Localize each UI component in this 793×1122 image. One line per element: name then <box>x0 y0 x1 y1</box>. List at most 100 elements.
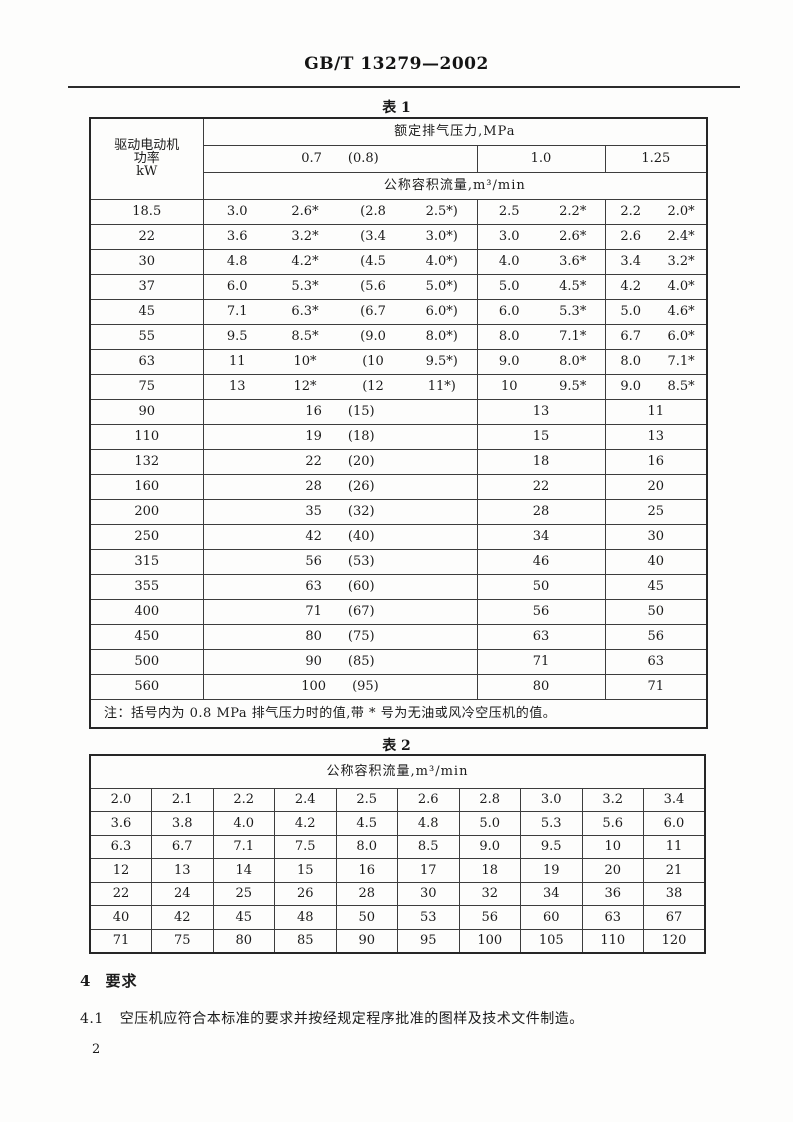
flow-value-cell: 2.6* <box>541 224 605 250</box>
flow-value-cell: 3.6 <box>202 224 271 250</box>
power-header-cell: 驱动电动机 功率 kW <box>90 118 203 200</box>
flow-value-cell: 120 <box>643 929 705 953</box>
flow-value: 28 <box>305 479 322 494</box>
flow-value-cell: 15 <box>274 858 336 883</box>
table1-header-row-1: 驱动电动机 功率 kW 额定排气压力,MPa <box>90 118 708 200</box>
table1-header-row-3: 公称容积流量,m³/min <box>90 172 708 200</box>
pressure-07-08-cell: 0.7 (0.8) <box>202 145 477 173</box>
flow-value-cell: 2.8 <box>458 788 521 812</box>
flow-value-cell: 53 <box>397 905 459 930</box>
flow-pair-cell: 16 (15) <box>202 399 477 425</box>
flow-value-cell: 56 <box>458 905 521 930</box>
flow-value-cell: 45 <box>604 574 708 600</box>
table2-row: 6.3 6.7 7.1 7.5 8.0 8.5 9.0 9.5 10 11 <box>90 835 705 859</box>
flow-value-cell: 110 <box>581 929 644 953</box>
flow-value: (18) <box>347 429 375 444</box>
power-cell: 45 <box>90 299 203 325</box>
power-cell: 30 <box>90 249 203 275</box>
flow-pair-cell: 28 (26) <box>202 474 477 500</box>
flow-value-cell: 80 <box>476 674 605 700</box>
flow-value-cell: 40 <box>604 549 708 575</box>
flow-value-cell: 32 <box>458 882 521 906</box>
flow-value-cell: 5.0 <box>476 274 541 300</box>
flow-pair-cell: 71 (67) <box>202 599 477 625</box>
flow-value-cell: 90 <box>335 929 398 953</box>
flow-value-cell: 100 <box>458 929 521 953</box>
flow-value-cell: 2.4 <box>274 788 336 812</box>
flow-value-cell: 4.5 <box>335 811 398 836</box>
flow-value-cell: 36 <box>581 882 644 906</box>
flow-value: 63 <box>305 579 322 594</box>
flow-value-cell: 3.0 <box>520 788 582 812</box>
flow-value: (53) <box>347 554 375 569</box>
flow-value-cell: 6.0 <box>202 274 271 300</box>
flow-value-cell: 13 <box>202 374 271 400</box>
flow-value-cell: 56 <box>476 599 605 625</box>
flow-value-cell: 3.2 <box>581 788 644 812</box>
pressure-125-cell: 1.25 <box>604 145 708 173</box>
flow-pair-cell: 35 (32) <box>202 499 477 525</box>
clause-text: 空压机应符合本标准的要求并按经规定程序批准的图样及技术文件制造。 <box>119 1011 584 1027</box>
flow-value: 22 <box>305 454 322 469</box>
flow-value-cell: 2.6 <box>397 788 459 812</box>
power-cell: 200 <box>90 499 203 525</box>
flow-value-cell: 13 <box>151 858 213 883</box>
flow-value-cell: 11 <box>604 399 708 425</box>
flow-value: 56 <box>305 554 322 569</box>
flow-value-cell: 2.2* <box>541 199 605 225</box>
flow-value-cell: 3.6 <box>90 811 152 836</box>
power-header-line3: kW <box>136 164 158 180</box>
flow-pair-cell: 42 (40) <box>202 524 477 550</box>
flow-value-cell: 2.2 <box>212 788 275 812</box>
flow-value-cell: (6.7 <box>339 299 407 325</box>
flow-value-cell: 12 <box>90 858 152 883</box>
flow-value-cell: 75 <box>151 929 213 953</box>
flow-value-cell: 8.0* <box>541 349 605 375</box>
flow-value-cell: 2.0* <box>656 199 708 225</box>
flow-value-cell: 25 <box>212 882 275 906</box>
table2: 公称容积流量,m³/min 2.0 2.1 2.2 2.4 2.5 2.6 2.8 3.0 3.… <box>89 754 706 954</box>
flow-pair-cell: 22 (20) <box>202 449 477 475</box>
flow-value-cell: 95 <box>397 929 459 953</box>
flow-value-cell: 14 <box>212 858 275 883</box>
power-header-line2: 功率 <box>133 151 160 167</box>
table1-header-row-2: 0.7 (0.8) 1.0 1.25 <box>90 145 708 173</box>
flow-value-cell: 13 <box>604 424 708 450</box>
table1-note-row: 注：括号内为 0.8 MPa 排气压力时的值,带 * 号为无油或风冷空压机的值。 <box>90 699 707 728</box>
flow-value: 16 <box>305 404 322 419</box>
power-cell: 315 <box>90 549 203 575</box>
flow-value-cell: 8.0 <box>335 835 398 859</box>
flow-value-cell: 3.8 <box>151 811 213 836</box>
flow-value-cell: 71 <box>90 929 152 953</box>
table1-row: 90 16 (15) 13 11 <box>90 399 708 425</box>
flow-header-cell: 公称容积流量,m³/min <box>202 172 708 200</box>
flow-value-cell: 3.6* <box>541 249 605 275</box>
flow-value-cell: 63 <box>581 905 644 930</box>
power-cell: 63 <box>90 349 203 375</box>
flow-value-cell: (12 <box>339 374 407 400</box>
flow-value-cell: 20 <box>604 474 708 500</box>
table2-row: 71 75 80 85 90 95 100 105 110 120 <box>90 929 705 953</box>
flow-value: (40) <box>347 529 375 544</box>
flow-value-cell: 63 <box>604 649 708 675</box>
flow-value-cell: 18 <box>476 449 605 475</box>
flow-value-cell: 7.5 <box>274 835 336 859</box>
pressure-07-value: 0.7 <box>301 151 322 166</box>
flow-value-cell: 5.3* <box>271 274 339 300</box>
power-cell: 250 <box>90 524 203 550</box>
flow-value-cell: 30 <box>604 524 708 550</box>
flow-value-cell: 4.0* <box>656 274 708 300</box>
table1-row: 132 22 (20) 18 16 <box>90 449 708 475</box>
power-cell: 75 <box>90 374 203 400</box>
flow-value-cell: 50 <box>476 574 605 600</box>
flow-value-cell: 8.5* <box>271 324 339 350</box>
table1-row: 315 56 (53) 46 40 <box>90 549 708 575</box>
table1-row: 355 63 (60) 50 45 <box>90 574 708 600</box>
power-cell: 355 <box>90 574 203 600</box>
flow-value-cell: 9.0 <box>604 374 656 400</box>
flow-value-cell: 21 <box>643 858 705 883</box>
table1: 驱动电动机 功率 kW 额定排气压力,MPa 0.7 (0.8) 1.0 1.25… <box>89 117 709 729</box>
flow-value-cell: 15 <box>476 424 605 450</box>
table1-row: 63 11 10* (10 9.5*) 9.0 8.0* 8.0 7.1* <box>90 349 708 375</box>
flow-value-cell: 4.2 <box>274 811 336 836</box>
